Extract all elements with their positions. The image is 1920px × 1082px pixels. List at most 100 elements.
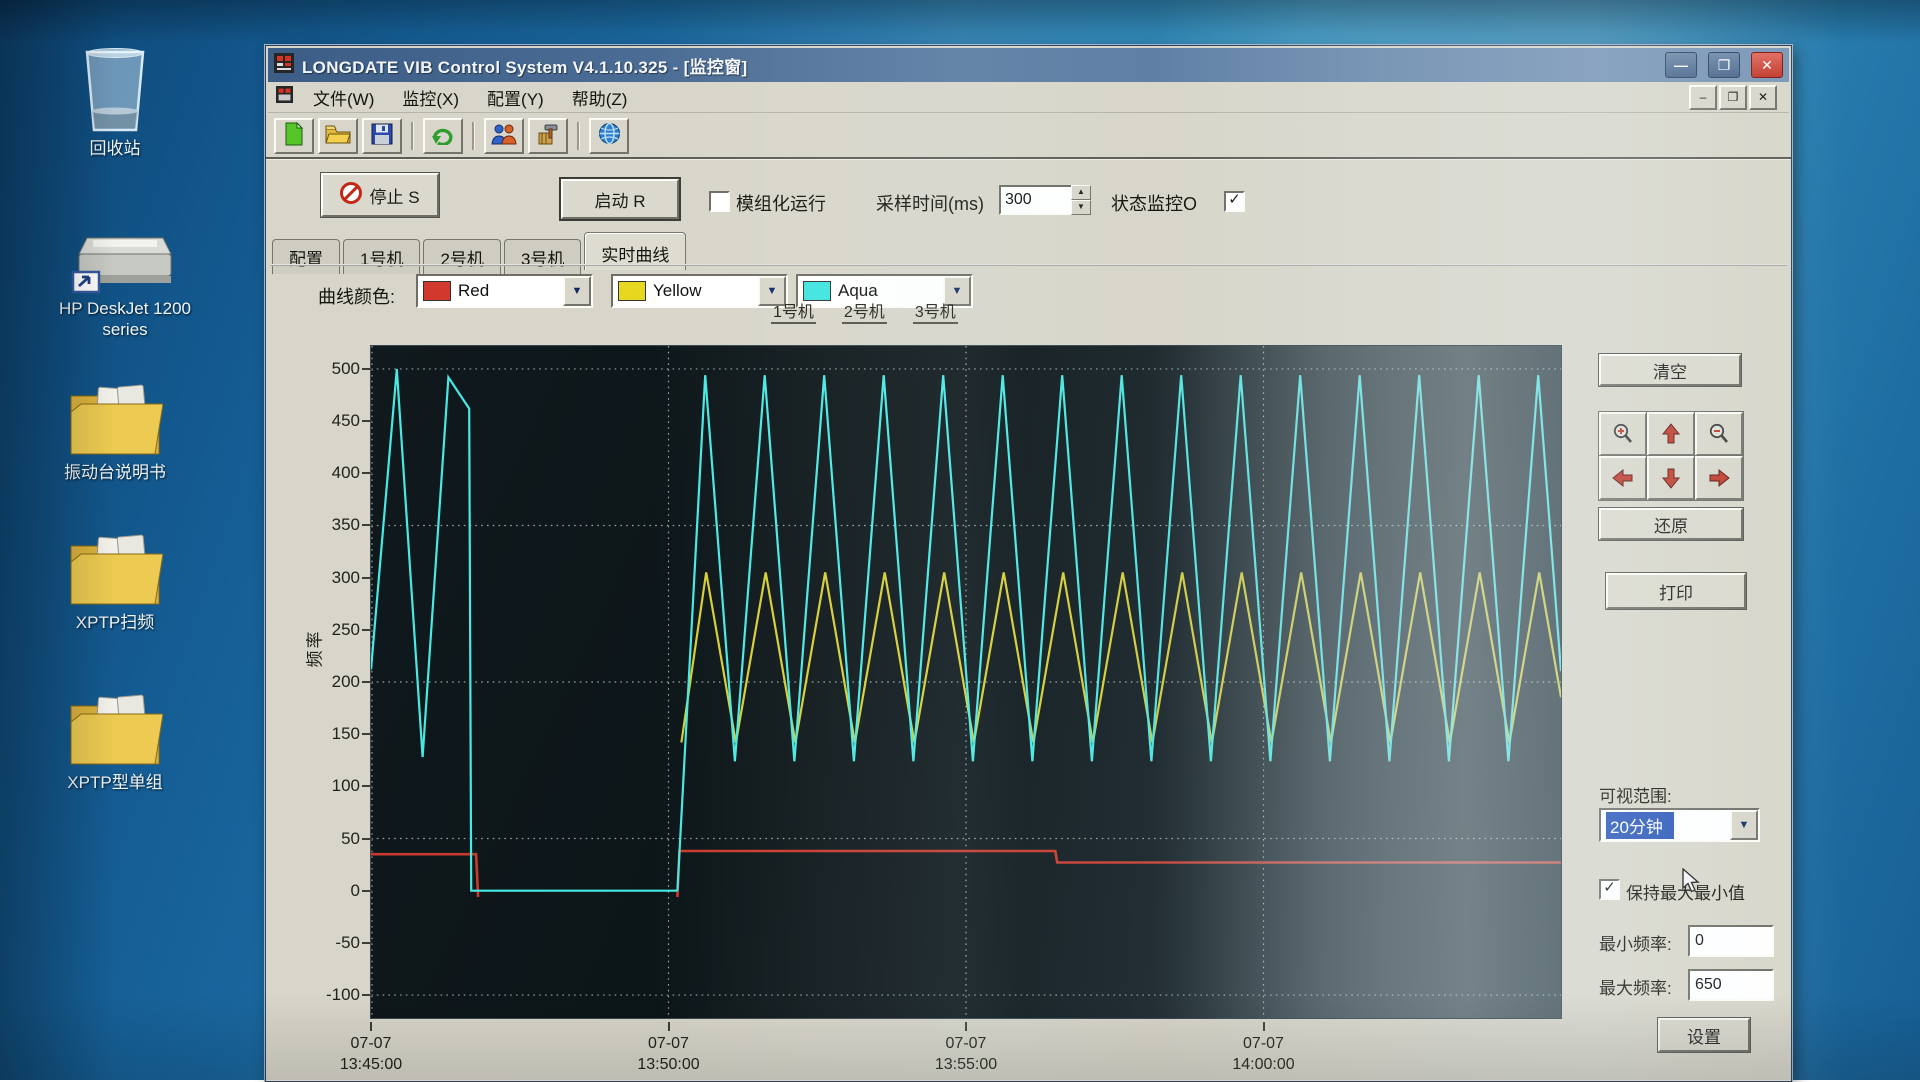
desktop-icon-label: HP DeskJet 1200 series xyxy=(59,299,191,339)
y-tick-mark xyxy=(362,368,372,370)
toolbar-separator xyxy=(472,122,475,150)
chevron-down-icon[interactable]: ▼ xyxy=(563,276,591,306)
clear-button[interactable]: 清空 xyxy=(1599,354,1741,386)
start-button[interactable]: 启动 R xyxy=(561,179,679,219)
zoom-in-button[interactable] xyxy=(1599,412,1647,456)
y-tick-mark xyxy=(362,472,372,474)
desktop-icon-folder-vibration-table-manual[interactable]: 振动台说明书 xyxy=(30,382,200,483)
x-tick-time: 13:55:00 xyxy=(935,1056,997,1073)
mdi-buttons: – ❐ ✕ xyxy=(1689,85,1781,110)
new-file-button[interactable] xyxy=(274,118,314,154)
x-tick-mark xyxy=(668,1022,670,1031)
y-tick-mark xyxy=(362,890,372,892)
desktop-icon-recycle-bin[interactable]: 回收站 xyxy=(30,48,200,159)
y-tick-mark xyxy=(362,838,372,840)
toolbar-separator xyxy=(266,157,1791,159)
desktop-icon-folder-xptp-single-unit[interactable]: XPTP型单组 xyxy=(30,692,200,793)
y-tick-mark xyxy=(362,733,372,735)
refresh-button[interactable] xyxy=(423,118,463,154)
max-freq-input[interactable] xyxy=(1688,969,1774,1001)
zoom-in-icon xyxy=(1611,422,1635,446)
open-folder-button[interactable] xyxy=(318,118,358,154)
stop-button-label: 停止 S xyxy=(369,183,419,208)
toolbar-separator xyxy=(577,122,580,150)
menu-config[interactable]: 配置(Y) xyxy=(473,88,558,111)
min-freq-label: 最小频率: xyxy=(1599,930,1672,955)
mouse-cursor xyxy=(1681,868,1703,899)
stop-icon xyxy=(340,182,362,209)
y-tick-mark xyxy=(362,681,372,683)
menubar: 文件(W)监控(X)配置(Y)帮助(Z) – ❐ ✕ xyxy=(268,82,1789,113)
legend-machine-3[interactable]: 3号机 xyxy=(913,304,958,324)
restore-button[interactable]: 还原 xyxy=(1599,508,1743,540)
legend-machine-2[interactable]: 2号机 xyxy=(842,304,887,324)
titlebar[interactable]: LONGDATE VIB Control System V4.1.10.325 … xyxy=(268,48,1789,82)
toolbar xyxy=(268,113,1789,159)
right-arrow-icon xyxy=(1707,466,1731,490)
spinner-down-icon[interactable]: ▼ xyxy=(1071,200,1091,215)
tab-machine-3[interactable]: 3号机 xyxy=(504,239,581,274)
pan-up-button[interactable] xyxy=(1647,412,1695,456)
desktop-icon-folder-xptp-sweep[interactable]: XPTP扫频 xyxy=(30,532,200,633)
curve-color-2-dropdown[interactable]: Yellow▼ xyxy=(611,274,788,308)
pan-left-button[interactable] xyxy=(1599,456,1647,500)
mdi-restore-button[interactable]: ❐ xyxy=(1719,85,1747,110)
y-tick-label: 300 xyxy=(314,568,360,588)
y-tick-label: 50 xyxy=(314,829,360,849)
users-icon xyxy=(491,123,517,150)
keep-minmax-checkbox[interactable]: ✓ xyxy=(1599,879,1620,900)
mdi-close-button[interactable]: ✕ xyxy=(1749,85,1777,110)
menu-monitor[interactable]: 监控(X) xyxy=(388,88,473,111)
settings-button[interactable]: 设置 xyxy=(1658,1018,1750,1052)
down-arrow-icon xyxy=(1659,466,1683,490)
sample-time-input[interactable] xyxy=(999,185,1075,215)
network-globe-button[interactable] xyxy=(589,118,629,154)
color-swatch xyxy=(423,281,451,301)
chart-nav-grid xyxy=(1599,412,1743,500)
app-window: LONGDATE VIB Control System V4.1.10.325 … xyxy=(265,45,1792,1082)
up-arrow-icon xyxy=(1659,422,1683,446)
menu-help[interactable]: 帮助(Z) xyxy=(558,88,642,111)
close-button[interactable]: ✕ xyxy=(1751,52,1783,78)
save-button[interactable] xyxy=(362,118,402,154)
pan-right-button[interactable] xyxy=(1695,456,1743,500)
visible-range-dropdown[interactable]: 20分钟 ▼ xyxy=(1599,808,1760,842)
tab-page-border xyxy=(270,264,1787,266)
legend-machine-1[interactable]: 1号机 xyxy=(771,304,816,324)
legend-row: 1号机 2号机 3号机 xyxy=(771,298,984,322)
x-tick-date: 07-07 xyxy=(946,1035,987,1052)
y-tick-label: 250 xyxy=(314,620,360,640)
zoom-out-button[interactable] xyxy=(1695,412,1743,456)
sample-time-spinner[interactable]: ▲ ▼ xyxy=(1071,185,1091,215)
maximize-button[interactable]: ❐ xyxy=(1708,52,1740,78)
modular-run-checkbox[interactable] xyxy=(709,191,730,212)
print-button[interactable]: 打印 xyxy=(1606,573,1746,609)
x-tick-mark xyxy=(1263,1022,1265,1031)
minimize-button[interactable]: — xyxy=(1665,52,1697,78)
menu-file[interactable]: 文件(W) xyxy=(299,88,388,111)
save-icon xyxy=(371,123,393,150)
chevron-down-icon[interactable]: ▼ xyxy=(1730,810,1758,840)
desktop-icon-hp-deskjet-printer[interactable]: HP DeskJet 1200 series xyxy=(40,220,210,341)
toolbar-separator xyxy=(411,122,414,150)
users-button[interactable] xyxy=(484,118,524,154)
mdi-minimize-button[interactable]: – xyxy=(1689,85,1717,110)
desktop-icon-label: XPTP型单组 xyxy=(67,773,162,792)
status-monitor-checkbox[interactable]: ✓ xyxy=(1224,191,1245,212)
x-tick-label: 07-07 13:55:00 xyxy=(911,1022,1021,1075)
y-tick-label: 500 xyxy=(314,359,360,379)
curve-color-1-dropdown[interactable]: Red▼ xyxy=(416,274,593,308)
tools-button[interactable] xyxy=(528,118,568,154)
pan-down-button[interactable] xyxy=(1647,456,1695,500)
tab-config[interactable]: 配置 xyxy=(272,239,340,274)
min-freq-input[interactable] xyxy=(1688,925,1774,957)
stop-button[interactable]: 停止 S xyxy=(321,173,439,217)
clear-button-label: 清空 xyxy=(1653,358,1687,383)
spinner-up-icon[interactable]: ▲ xyxy=(1071,185,1091,200)
status-monitor-label: 状态监控O xyxy=(1111,190,1197,216)
tab-machine-2[interactable]: 2号机 xyxy=(423,239,500,274)
tab-machine-1[interactable]: 1号机 xyxy=(343,239,420,274)
